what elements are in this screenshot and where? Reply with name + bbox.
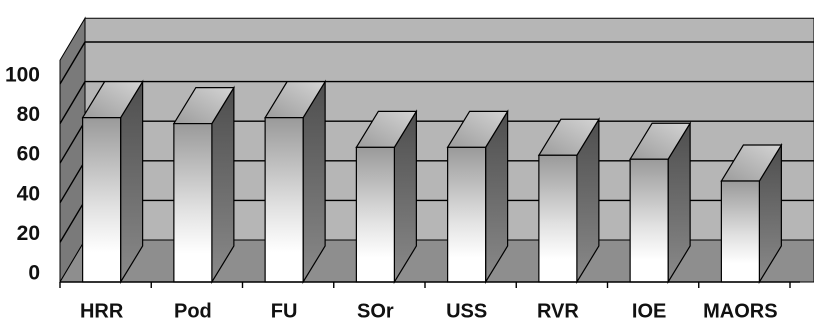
y-tick-label: 100 <box>5 64 40 87</box>
x-category-label: FU <box>271 300 298 322</box>
bar-front-face <box>173 122 213 283</box>
bar-front-face <box>355 146 395 283</box>
bar-front-face <box>82 117 122 283</box>
side-wall <box>59 16 86 284</box>
bars <box>81 79 783 285</box>
bar-uss <box>446 109 509 285</box>
bar-ioe <box>629 121 692 285</box>
x-category-label: RVR <box>537 300 579 322</box>
bar-front-face <box>264 117 304 283</box>
x-category-label: SOr <box>357 300 394 322</box>
x-axis-category-labels: HRR Pod FU SOr USS RVR IOE MAORS <box>80 300 778 322</box>
bar-pod <box>172 85 235 285</box>
floor <box>59 239 814 283</box>
y-tick-label: 20 <box>17 222 40 245</box>
x-category-label: MAORS <box>703 300 777 322</box>
y-axis-tick-labels: 0 20 40 60 80 100 <box>5 64 40 285</box>
bar-hrr <box>81 79 144 285</box>
bar-sor <box>355 109 418 285</box>
x-category-label: Pod <box>174 300 212 322</box>
chart-walls <box>59 16 814 284</box>
x-category-label: HRR <box>80 300 124 322</box>
axis-lines <box>59 281 800 288</box>
bar-maors <box>720 142 783 285</box>
y-tick-label: 80 <box>17 103 40 126</box>
bar-front-face <box>629 158 669 283</box>
x-category-label: USS <box>446 300 487 322</box>
gridline <box>59 41 814 85</box>
gridline <box>59 80 814 124</box>
x-category-label: IOE <box>632 300 666 322</box>
bar-front-face <box>538 154 578 283</box>
bar-fu <box>264 79 327 285</box>
bar-rvr <box>537 117 600 285</box>
y-tick-label: 0 <box>28 262 40 285</box>
bar-front-face <box>720 180 760 283</box>
bar-front-face <box>447 146 487 283</box>
y-tick-label: 40 <box>17 182 40 205</box>
y-tick-label: 60 <box>17 143 40 166</box>
